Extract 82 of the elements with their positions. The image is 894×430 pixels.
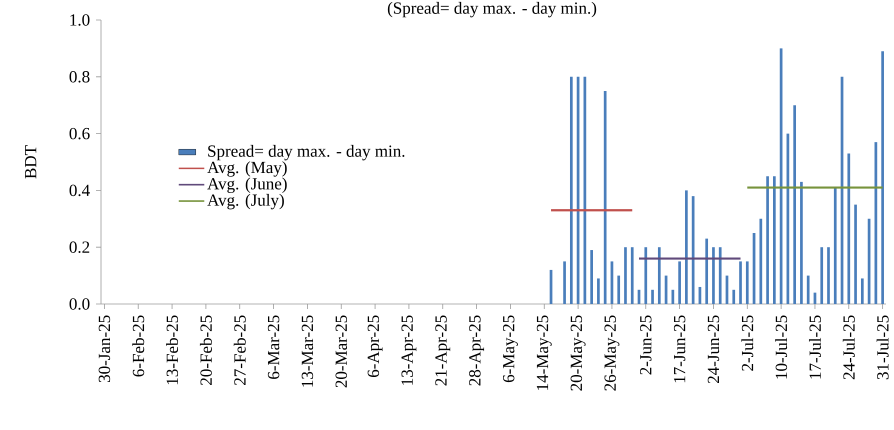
x-tick-label: 2-Jul-25 (741, 316, 754, 371)
legend-label: Avg. (June) (207, 178, 287, 194)
bar (800, 182, 803, 304)
bar (584, 76, 586, 304)
bar (806, 276, 810, 304)
bar (766, 176, 769, 304)
x-tick-label: 26-May-25 (604, 316, 620, 391)
bar (814, 292, 816, 304)
y-tick-label: 0.8 (70, 71, 90, 83)
bar (773, 176, 776, 304)
x-tick-label: 2-Jun-25 (640, 316, 652, 375)
bar (590, 250, 593, 304)
x-tick-label: 24-Jul-25 (842, 316, 855, 380)
legend-label: Avg. (May) (207, 161, 287, 177)
bar (752, 233, 756, 304)
x-tick-label: 6-Feb-25 (132, 316, 144, 376)
bar (854, 204, 857, 304)
bar (793, 105, 796, 304)
bar (678, 261, 681, 304)
bar (638, 290, 640, 304)
x-tick-label: 24-Jun-25 (708, 316, 720, 384)
x-tick-label: 28-Apr-25 (469, 316, 484, 386)
legend-label: Spread= day max. - day min. (208, 144, 404, 160)
x-tick-label: 10-Jul-25 (775, 316, 788, 379)
bar (759, 218, 762, 304)
bar (820, 247, 824, 304)
x-tick-label: 20-Feb-25 (200, 316, 212, 385)
y-tick-label: 0.4 (70, 184, 90, 196)
x-tick-label: 21-Apr-25 (435, 316, 450, 386)
x-tick-label: 17-Jun-25 (674, 316, 686, 382)
bar (881, 51, 884, 304)
x-tick-label: 6-May-25 (502, 316, 518, 382)
x-tick-label: 14-May-25 (536, 316, 552, 390)
bar (726, 276, 728, 304)
legend-label: Avg. (July) (207, 194, 284, 210)
x-tick-label: 13-Apr-25 (401, 316, 416, 385)
x-tick-label: 30-Jan-25 (98, 316, 110, 382)
bar (617, 276, 620, 304)
bar (712, 247, 715, 304)
y-tick-label: 0.6 (70, 128, 90, 140)
x-tick-label: 6-Mar-25 (268, 316, 280, 379)
y-tick-label: 0.2 (70, 241, 90, 253)
y-tick-label: 0.0 (70, 298, 90, 310)
bar (576, 76, 580, 304)
bar (651, 290, 654, 304)
bar (563, 261, 566, 304)
bar (786, 134, 790, 304)
bar (671, 290, 674, 304)
y-tick-label: 1.0 (70, 14, 90, 26)
bar (827, 247, 830, 304)
x-tick-label: 13-Mar-25 (302, 316, 314, 387)
bar (664, 276, 668, 304)
bar (732, 290, 736, 304)
bar (624, 247, 627, 304)
x-tick-label: 6-Apr-25 (368, 316, 383, 378)
bar (630, 247, 634, 304)
bar (739, 261, 742, 304)
bar (685, 190, 688, 304)
bar (860, 278, 864, 304)
x-tick-label: 17-Jul-25 (808, 316, 821, 379)
bar (840, 76, 844, 304)
bar (610, 261, 614, 304)
bar (698, 286, 702, 304)
bar (550, 270, 552, 304)
x-tick-label: 31-Jul-25 (876, 316, 889, 380)
bar (868, 218, 870, 304)
x-tick-label: 13-Feb-25 (166, 316, 178, 384)
bar (604, 90, 607, 304)
bar (570, 76, 573, 304)
bar (780, 48, 782, 304)
bar (705, 238, 708, 304)
bar (874, 142, 878, 304)
bar (597, 278, 600, 304)
bar (692, 196, 694, 304)
chart-title: (Spread= day max. - day min.) (388, 2, 596, 18)
bar (834, 188, 837, 304)
bar (847, 153, 850, 304)
y-axis-title: BDT (25, 145, 36, 179)
x-tick-label: 20-Mar-25 (336, 316, 347, 388)
x-tick-label: 27-Feb-25 (234, 316, 246, 385)
bar (746, 261, 749, 304)
x-tick-label: 20-May-25 (570, 316, 586, 391)
